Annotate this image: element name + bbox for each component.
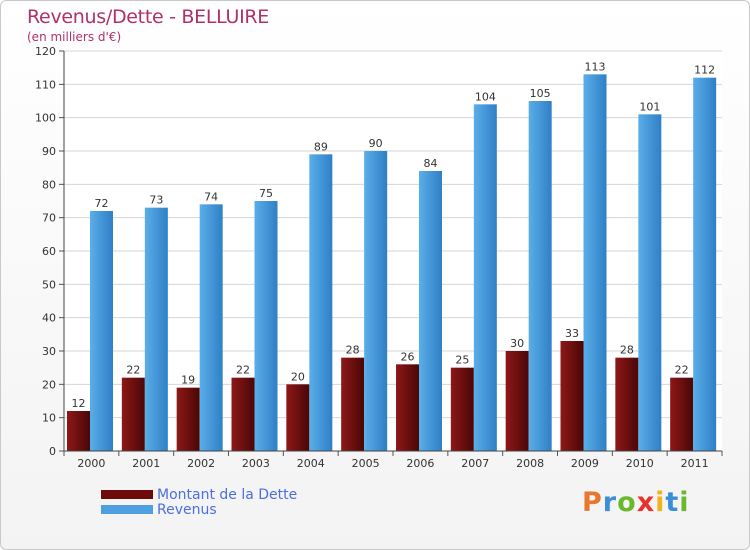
bar-debt-2000 [67,411,90,451]
legend-label-revenue: Revenus [157,501,217,518]
bar-revenue-2008 [528,101,552,451]
data-label-revenue-2001: 73 [149,194,163,207]
bar-debt-2003 [231,377,255,451]
data-label-revenue-2006: 84 [424,157,438,170]
x-tick-label-2003: 2003 [242,457,270,470]
data-label-debt-2002: 19 [181,374,195,387]
x-tick-label-2008: 2008 [516,457,544,470]
legend-label-debt: Montant de la Dette [157,486,298,503]
data-label-debt-2006: 26 [401,350,415,363]
x-tick-label-2000: 2000 [77,457,105,470]
bar-debt-2008 [505,351,529,451]
bar-revenue-2006 [419,171,442,451]
x-tick-label-2002: 2002 [187,457,215,470]
bar-debt-2002 [176,387,200,451]
y-tick-label-50: 50 [42,278,56,291]
y-tick-label-30: 30 [42,345,56,358]
bar-revenue-2004 [309,154,333,452]
bar-debt-2010 [615,357,639,451]
bar-revenue-2010 [638,114,662,451]
data-label-debt-2009: 33 [565,327,579,340]
y-tick-label-10: 10 [42,412,56,425]
bar-revenue-2000 [90,211,113,451]
data-label-debt-2000: 12 [72,397,86,410]
data-label-debt-2003: 22 [236,364,250,377]
data-label-debt-2008: 30 [510,337,524,350]
logo-letter: P [582,487,603,518]
proxiti-logo: Proxiti [582,487,690,518]
y-tick-label-90: 90 [42,145,56,158]
y-tick-label-20: 20 [42,378,56,391]
bar-debt-2005 [341,357,365,451]
y-tick-label-120: 120 [35,45,56,58]
y-tick-label-70: 70 [42,212,56,225]
data-label-revenue-2008: 105 [530,87,551,100]
legend-item-revenue: Revenus [101,501,297,518]
chart-legend: Montant de la Dette Revenus [101,486,298,518]
x-tick-label-2009: 2009 [571,457,599,470]
bar-revenue-2009 [583,74,607,451]
data-label-debt-2001: 22 [126,364,140,377]
x-tick-label-2011: 2011 [681,457,709,470]
x-tick-label-2001: 2001 [132,457,160,470]
bar-revenue-2001 [144,207,168,451]
logo-letter: i [655,487,666,518]
x-tick-label-2005: 2005 [352,457,380,470]
data-label-revenue-2004: 89 [314,140,328,153]
y-tick-label-60: 60 [42,245,56,258]
data-label-revenue-2003: 75 [259,187,273,200]
bar-revenue-2002 [199,204,223,451]
logo-letter: t [665,487,680,518]
data-label-debt-2007: 25 [455,354,469,367]
bar-debt-2007 [450,367,474,451]
bar-debt-2009 [560,341,584,451]
logo-letter: x [636,487,656,518]
bar-revenue-2011 [693,77,717,452]
x-tick-label-2004: 2004 [297,457,325,470]
data-label-revenue-2007: 104 [475,90,496,103]
y-tick-label-40: 40 [42,312,56,325]
chart-title: Revenus/Dette - BELLUIRE [27,6,269,28]
data-label-revenue-2000: 72 [95,197,109,210]
y-tick-label-110: 110 [35,78,56,91]
bar-debt-2004 [286,384,310,451]
data-label-debt-2004: 20 [291,370,305,383]
logo-letter: r [602,487,618,518]
y-tick-label-100: 100 [35,112,56,125]
x-tick-label-2006: 2006 [406,457,434,470]
legend-swatch-debt [101,490,153,499]
data-label-revenue-2011: 112 [694,64,715,77]
x-tick-label-2007: 2007 [461,457,489,470]
legend-item-debt: Montant de la Dette [101,486,298,503]
legend-swatch-revenue [101,505,153,514]
bar-debt-2011 [670,377,694,451]
data-label-debt-2005: 28 [346,344,360,357]
y-tick-label-0: 0 [49,445,56,458]
y-tick-label-80: 80 [42,178,56,191]
data-label-revenue-2009: 113 [585,60,606,73]
chart-subtitle: (en milliers d'€) [27,30,122,44]
data-label-debt-2010: 28 [620,344,634,357]
logo-letter: i [679,487,690,518]
bar-revenue-2007 [473,104,497,451]
bar-debt-2006 [396,364,419,451]
data-label-revenue-2010: 101 [639,100,660,113]
bar-debt-2001 [121,377,145,451]
data-label-revenue-2005: 90 [369,137,383,150]
data-label-debt-2011: 22 [675,364,689,377]
data-label-revenue-2002: 74 [204,190,218,203]
x-tick-label-2010: 2010 [626,457,654,470]
logo-letter: o [617,487,637,518]
bar-revenue-2003 [254,201,278,451]
bar-revenue-2005 [364,151,388,451]
